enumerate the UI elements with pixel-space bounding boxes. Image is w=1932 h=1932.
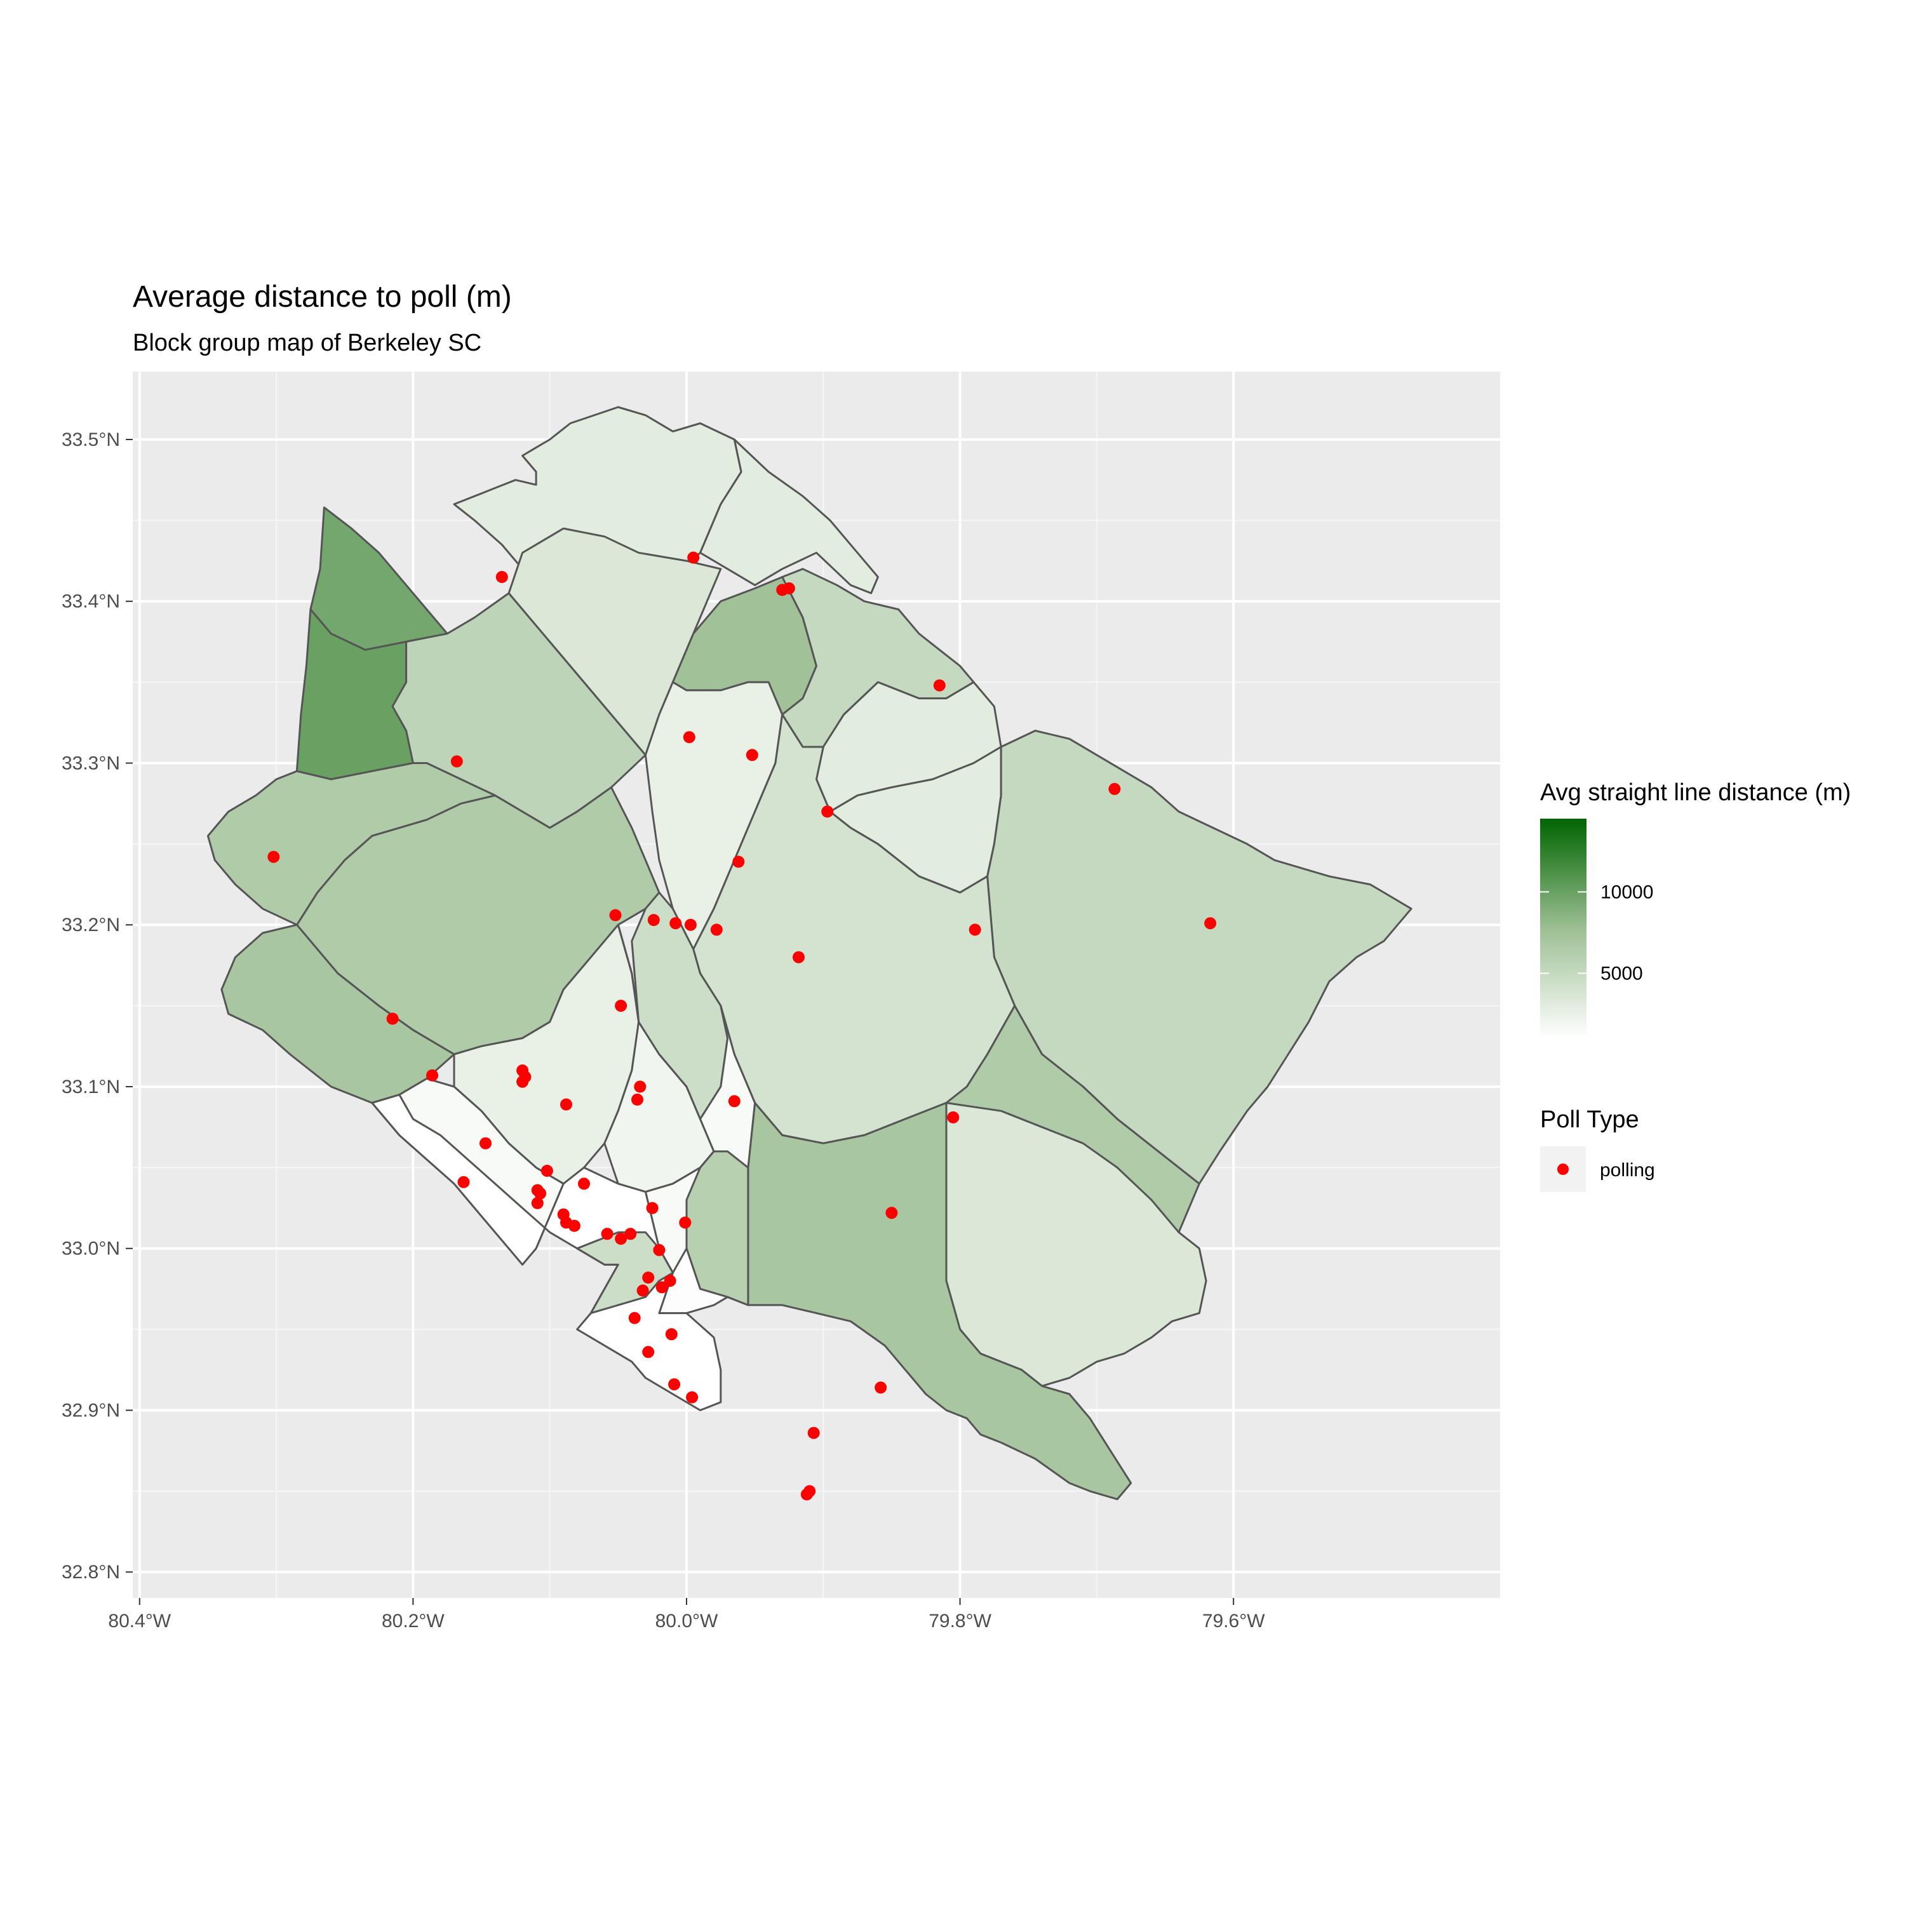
polling-point bbox=[679, 1216, 692, 1229]
polling-point bbox=[1204, 917, 1217, 930]
polling-point bbox=[624, 1228, 637, 1240]
point-legend-marker bbox=[1557, 1164, 1569, 1175]
polling-point bbox=[807, 1426, 820, 1439]
polling-point bbox=[631, 1093, 643, 1106]
polling-point bbox=[615, 1000, 627, 1012]
chart-title: Average distance to poll (m) bbox=[133, 280, 512, 314]
colorbar-tick-label: 5000 bbox=[1600, 963, 1643, 984]
y-axis: 32.8°N 32.9°N 33.0°N 33.1°N 33.2°N 33.3°N 33.4… bbox=[62, 429, 133, 1583]
polling-point bbox=[642, 1271, 655, 1284]
polling-point bbox=[636, 1284, 649, 1297]
block-group-region bbox=[206, 762, 496, 926]
block-group-region bbox=[576, 1231, 674, 1315]
polling-point bbox=[668, 1378, 681, 1391]
polling-point bbox=[686, 1391, 699, 1404]
polling-point bbox=[647, 914, 660, 927]
y-tick-label: 33.0°N bbox=[62, 1238, 120, 1259]
chart-subtitle: Block group map of Berkeley SC bbox=[133, 330, 481, 356]
polling-point bbox=[885, 1207, 898, 1219]
polling-point bbox=[540, 1165, 553, 1177]
polling-point bbox=[634, 1080, 647, 1093]
y-tick-label: 32.9°N bbox=[62, 1400, 120, 1421]
x-tick-label: 79.6°W bbox=[1202, 1611, 1265, 1632]
polling-point bbox=[653, 1244, 666, 1256]
polling-point bbox=[669, 917, 682, 930]
fill-legend-title: Avg straight line distance (m) bbox=[1540, 779, 1851, 806]
polling-point bbox=[687, 551, 700, 564]
colorbar-tick-label: 10000 bbox=[1600, 882, 1653, 902]
polling-point bbox=[655, 1281, 668, 1294]
polling-point bbox=[609, 909, 622, 922]
polling-point bbox=[793, 951, 805, 963]
polling-point bbox=[746, 749, 758, 761]
block-group-region bbox=[685, 1150, 749, 1306]
x-tick-label: 80.2°W bbox=[382, 1611, 445, 1632]
polling-point bbox=[646, 1202, 659, 1214]
polling-point bbox=[684, 918, 697, 931]
block-group-regions bbox=[206, 406, 1412, 1501]
polling-point bbox=[480, 1137, 492, 1150]
fill-legend: Avg straight line distance (m) 10000 5000 bbox=[1540, 779, 1851, 1038]
polling-point bbox=[495, 571, 508, 583]
polling-point bbox=[1108, 782, 1121, 795]
polling-point bbox=[450, 755, 463, 768]
polling-point bbox=[933, 679, 946, 692]
colorbar-ticks: 10000 5000 bbox=[1540, 882, 1653, 984]
point-legend-title: Poll Type bbox=[1540, 1106, 1639, 1133]
polling-point bbox=[732, 855, 745, 868]
polling-point bbox=[875, 1381, 887, 1394]
y-tick-label: 32.8°N bbox=[62, 1562, 120, 1583]
polling-point bbox=[800, 1488, 813, 1501]
polling-point bbox=[578, 1177, 590, 1190]
polling-point bbox=[683, 731, 695, 744]
polling-point bbox=[628, 1311, 641, 1324]
polling-point bbox=[615, 1233, 627, 1245]
polling-point bbox=[426, 1069, 438, 1082]
polling-point bbox=[664, 1275, 676, 1287]
x-tick-label: 79.8°W bbox=[929, 1611, 991, 1632]
y-tick-label: 33.1°N bbox=[62, 1077, 120, 1097]
block-group-region bbox=[699, 438, 879, 594]
polling-point bbox=[665, 1328, 678, 1341]
polling-point bbox=[947, 1111, 960, 1124]
colorbar bbox=[1540, 819, 1587, 1038]
y-tick-label: 33.4°N bbox=[62, 591, 120, 612]
polling-point bbox=[568, 1219, 580, 1232]
polling-point bbox=[728, 1095, 741, 1108]
y-tick-label: 33.5°N bbox=[62, 429, 120, 450]
polling-point bbox=[267, 850, 280, 863]
polling-points bbox=[267, 551, 1217, 1501]
point-legend: Poll Type polling bbox=[1540, 1106, 1655, 1192]
polling-point bbox=[457, 1176, 470, 1188]
polling-point bbox=[601, 1228, 614, 1240]
point-legend-label: polling bbox=[1600, 1160, 1655, 1181]
block-group-region bbox=[631, 891, 729, 1120]
polling-point bbox=[516, 1075, 529, 1088]
block-group-region bbox=[658, 1247, 729, 1315]
polling-point bbox=[560, 1098, 572, 1111]
polling-point bbox=[386, 1012, 399, 1025]
y-tick-label: 33.3°N bbox=[62, 753, 120, 774]
x-tick-label: 80.0°W bbox=[655, 1611, 718, 1632]
x-axis: 80.4°W 80.2°W 80.0°W 79.8°W 79.6°W bbox=[108, 1598, 1265, 1632]
polling-point bbox=[531, 1197, 544, 1209]
y-tick-label: 33.2°N bbox=[62, 915, 120, 936]
polling-point bbox=[821, 805, 834, 818]
block-group-region bbox=[747, 1102, 1132, 1501]
polling-point bbox=[782, 582, 795, 594]
polling-point bbox=[534, 1187, 547, 1200]
polling-point bbox=[969, 923, 981, 936]
polling-point bbox=[710, 923, 723, 936]
polling-point bbox=[642, 1346, 655, 1358]
x-tick-label: 80.4°W bbox=[108, 1611, 171, 1632]
